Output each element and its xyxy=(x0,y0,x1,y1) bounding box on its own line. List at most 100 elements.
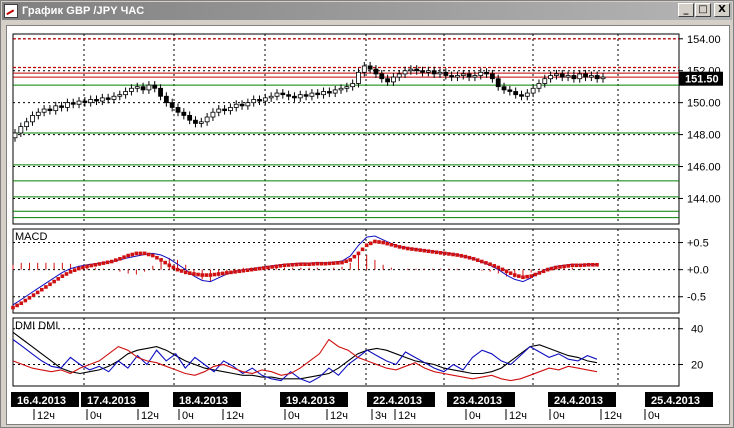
candle-body xyxy=(379,73,385,80)
price-tick-label: 150.00 xyxy=(687,98,721,110)
candle-body xyxy=(443,71,449,76)
minimize-button[interactable]: _ xyxy=(678,3,694,17)
candle-body xyxy=(53,105,59,112)
macd-signal-dot xyxy=(545,267,550,272)
macd-signal-dot xyxy=(331,261,336,265)
macd-signal-dot xyxy=(56,277,61,281)
candle-body xyxy=(338,87,344,91)
candle-body xyxy=(489,73,495,80)
close-button[interactable]: X xyxy=(714,3,730,17)
date-label-box xyxy=(81,392,149,407)
macd-signal-dot xyxy=(369,241,373,246)
macd-signal-dot xyxy=(220,271,225,276)
macd-signal-dot xyxy=(443,251,447,256)
macd-signal-dot xyxy=(167,263,172,268)
macd-signal-dot xyxy=(352,254,357,259)
macd-signal-dot xyxy=(323,261,328,266)
macd-signal-dot xyxy=(336,261,340,265)
macd-signal-dot xyxy=(27,296,32,300)
macd-signal-dot xyxy=(85,264,89,269)
macd-signal-dot xyxy=(245,268,250,272)
macd-signal-dot xyxy=(19,301,24,306)
chart-svg[interactable]: 154.00152.00150.00148.00146.00144.00151.… xyxy=(7,26,731,426)
candle-body xyxy=(385,78,390,83)
macd-histogram xyxy=(12,255,590,282)
chart-app-icon xyxy=(4,4,18,18)
macd-signal-dot xyxy=(81,265,85,270)
panel-frame-1 xyxy=(12,228,680,314)
macd-signal-dot xyxy=(253,267,258,271)
macd-signal-dot xyxy=(241,268,246,273)
candle-body xyxy=(425,70,431,73)
candle-body xyxy=(245,102,251,107)
candle-body xyxy=(437,71,443,75)
date-label-box xyxy=(173,392,241,407)
candle-body xyxy=(216,108,222,113)
candle-body xyxy=(123,91,129,96)
candle-body xyxy=(163,95,169,104)
macd-signal-dot xyxy=(274,264,279,269)
price-tick-label: 146.00 xyxy=(687,162,721,174)
macd-signal-dots xyxy=(11,239,599,310)
macd-signal-dot xyxy=(356,251,361,256)
candle-body xyxy=(76,100,82,105)
macd-signal-dot xyxy=(455,253,459,257)
candle-body xyxy=(64,102,70,108)
candle-body xyxy=(239,103,245,107)
chart-canvas[interactable]: 154.00152.00150.00148.00146.00144.00151.… xyxy=(6,25,730,425)
date-label: 19.4.2013 xyxy=(286,395,335,407)
candle-body xyxy=(18,126,24,134)
macd-signal-dot xyxy=(574,263,579,268)
macd-label: MACD xyxy=(15,231,47,243)
candle-body xyxy=(577,73,583,80)
hour-label: 0ч xyxy=(288,410,300,422)
macd-signal-dot xyxy=(414,247,418,252)
hour-label: 12ч xyxy=(37,410,55,422)
candle-body xyxy=(251,99,257,104)
candle-body xyxy=(12,132,18,139)
candle-body xyxy=(460,73,466,76)
candle-body xyxy=(280,92,286,96)
candle-body xyxy=(268,95,274,99)
macd-signal-dot xyxy=(299,262,303,267)
date-label-box xyxy=(447,392,515,407)
candle-body xyxy=(286,94,292,97)
macd-signal-dot xyxy=(114,258,118,262)
macd-signal-dot xyxy=(434,250,439,255)
price-tick-label: 144.00 xyxy=(687,193,721,205)
macd-signal-dot xyxy=(467,255,472,260)
candle-body xyxy=(111,95,117,100)
maximize-button[interactable]: □ xyxy=(695,3,711,17)
macd-signal-dot xyxy=(521,275,525,280)
date-label: 22.4.2013 xyxy=(373,395,422,407)
candle-body xyxy=(396,73,402,78)
macd-signal-dot xyxy=(492,264,496,268)
macd-signal-dot xyxy=(109,259,114,264)
macd-signal-dot xyxy=(39,287,44,292)
candle-body xyxy=(548,75,554,80)
macd-signal-dot xyxy=(64,272,69,276)
candle-body xyxy=(571,75,577,80)
macd-signal-dot xyxy=(126,253,130,258)
candle-body xyxy=(24,121,30,128)
macd-signal-dot xyxy=(31,293,36,297)
candle-body xyxy=(193,119,198,124)
dmi-tick-label: 20 xyxy=(691,360,703,372)
candle-body xyxy=(583,73,588,78)
candle-body xyxy=(41,108,47,113)
macd-signal-dot xyxy=(484,261,488,265)
macd-signal-dot xyxy=(216,272,221,276)
title-bar[interactable]: График GBP /JPY ЧАС _ □ X xyxy=(2,2,732,20)
macd-signal-dot xyxy=(480,259,484,264)
macd-signal-dot xyxy=(237,269,241,274)
candle-body xyxy=(187,115,193,121)
macd-signal-dot xyxy=(68,270,73,274)
macd-signal-dot xyxy=(517,274,521,278)
macd-signal-dot xyxy=(315,261,320,266)
candle-body xyxy=(332,89,338,94)
candle-body xyxy=(402,70,408,75)
macd-signal-dot xyxy=(447,252,451,256)
macd-signal-dot xyxy=(533,272,538,277)
macd-tick-label: -0.5 xyxy=(687,292,706,304)
macd-signal-dot xyxy=(475,258,480,262)
